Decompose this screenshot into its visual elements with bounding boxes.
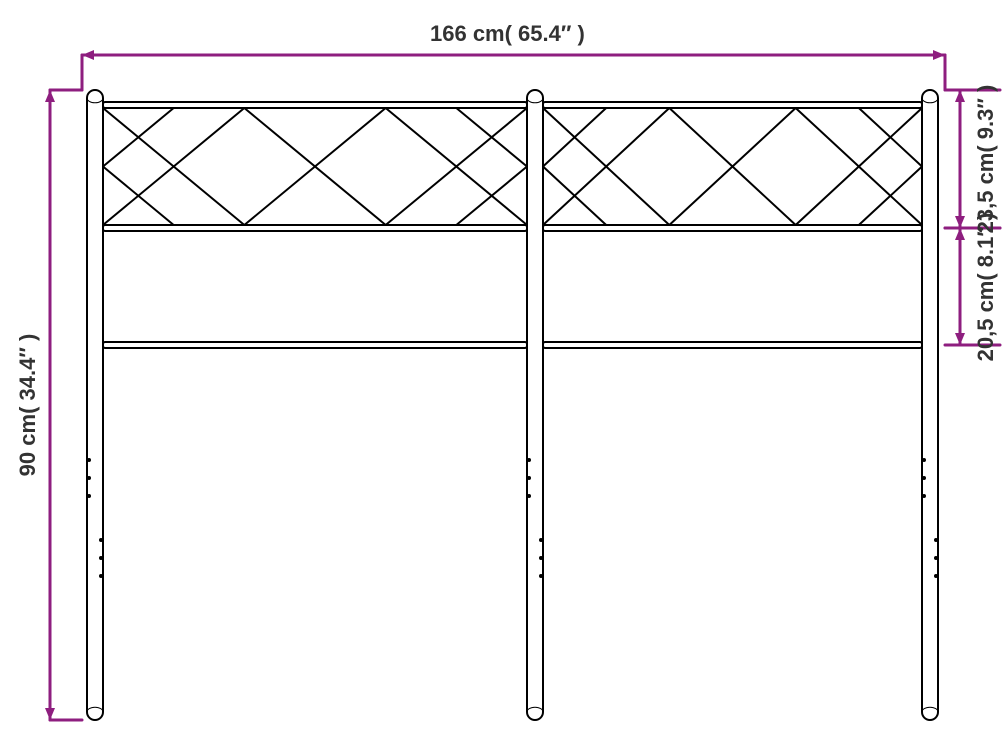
dim-label-top: 166 cm( 65.4″ ) — [430, 21, 585, 47]
diagram-svg — [0, 0, 1003, 747]
dim-label-right-upper: 23,5 cm( 9.3″ ) — [973, 85, 999, 234]
diagram-stage: 166 cm( 65.4″ ) 90 cm( 34.4″ ) 23,5 cm( … — [0, 0, 1003, 747]
dim-label-right-lower: 20,5 cm( 8.1″ ) — [973, 213, 999, 362]
dim-label-left: 90 cm( 34.4″ ) — [15, 334, 41, 477]
